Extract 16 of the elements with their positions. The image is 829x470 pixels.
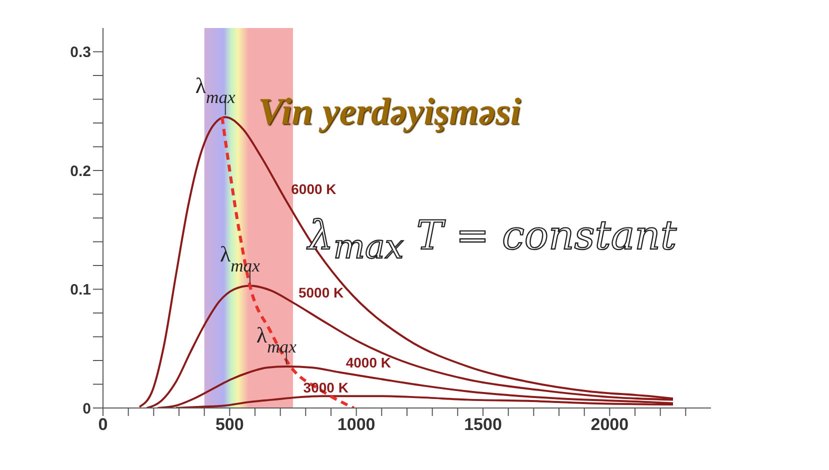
series-label: 6000 K (291, 181, 336, 197)
y-tick-label: 0 (82, 400, 91, 418)
annotation: λ$_{max}$ T = constant (308, 213, 677, 266)
y-tick-label: 0.3 (70, 44, 91, 62)
annotation: λ$_{max}$ (256, 322, 297, 356)
text: Vin yerdəyişməsi (258, 90, 521, 134)
x-tick-label: 500 (215, 415, 244, 434)
y-tick-label: 0.1 (70, 282, 91, 299)
y-tick-label: 0.2 (70, 162, 91, 180)
x-tick-label: 1000 (337, 415, 376, 434)
x-tick-label: 0 (98, 415, 108, 434)
annotation: λ$_{max}$ (195, 73, 236, 108)
x-tick-label: 1500 (464, 415, 502, 434)
series-label: 5000 K (298, 284, 344, 300)
x-tick-label: 2000 (590, 415, 629, 434)
series-label: 4000 K (346, 354, 392, 370)
